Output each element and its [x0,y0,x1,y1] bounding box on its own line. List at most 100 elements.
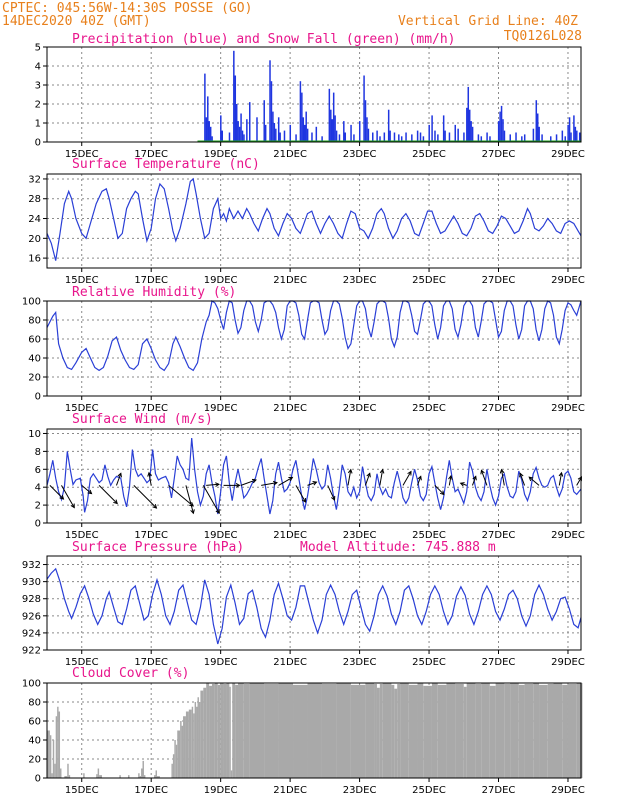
y-tick-label: 926 [22,611,41,622]
precip-bar [275,128,277,142]
cloud-bar [196,706,198,778]
cloud-bar [581,683,583,778]
cloud-bar [54,763,56,778]
x-tick-label: 27DEC [482,275,516,286]
x-tick-label: 15DEC [65,657,99,668]
cloud-bar [51,773,53,778]
wind-arrow-shaft [471,476,477,486]
cloud-bar [226,683,230,778]
x-tick-label: 25DEC [412,149,446,160]
x-tick-label: 19DEC [204,275,238,286]
cloud-bar [191,706,194,778]
y-tick-label: 100 [22,679,41,690]
precip-bar [295,134,297,142]
precip-bar [289,124,292,142]
panel-title: Surface Wind (m/s) [72,412,213,427]
precip-bar [211,136,213,142]
wind-arrow-shaft [364,473,371,486]
cloud-bar [539,684,548,778]
precip-bar [221,130,224,142]
wind-arrow-head [235,483,241,488]
precip-bar [466,107,468,142]
precip-bar [442,115,445,142]
precip-bar [330,109,332,142]
precip-bar [532,128,535,142]
precip-bar [576,130,578,142]
precip-bar [376,130,378,142]
cloud-bar [518,684,525,778]
precip-bar [367,128,370,142]
precip-bar [321,136,323,142]
precip-bar [343,121,345,142]
x-tick-label: 29DEC [551,657,585,668]
precip-bar [480,136,483,142]
wind-arrow-shaft [519,473,526,486]
x-tick-label: 25DEC [412,785,446,796]
cloud-bar [99,775,102,778]
precip-bar [311,132,313,142]
precip-bar [536,113,539,142]
wind-arrow-head [459,482,465,487]
precip-bar [523,134,526,142]
panel-5: 0 20 40 60 80 100 15DEC 17DEC 19DEC 21DEC 23DEC 25D… [22,666,585,796]
cloud-bar [249,683,265,778]
panel-1: 16 20 24 28 32 15DEC 17DEC 19DEC 21DEC 23DEC 25DEC… [28,157,585,286]
series-line [46,177,582,261]
precip-bar [209,126,212,142]
precip-bar [263,100,265,142]
cloud-bar [547,683,554,778]
x-tick-label: 27DEC [482,657,516,668]
y-tick-label: 80 [28,698,41,709]
y-tick-label: 8 [35,447,41,458]
precip-bar [270,81,273,142]
wind-arrow-head [117,472,122,478]
wind-arrow-shaft [61,485,75,508]
panel-title: Surface Temperature (nC) [72,157,260,172]
precip-bar [332,92,335,142]
y-tick-label: 60 [28,717,41,728]
y-tick-label: 100 [22,297,41,308]
cloud-bar [365,683,375,778]
precip-bar [567,124,569,142]
precip-bar [272,111,274,142]
y-tick-label: 10 [28,429,41,440]
y-tick-label: 1 [35,119,41,130]
wind-arrow-head [152,504,158,509]
precip-bar [509,134,511,142]
y-tick-label: 928 [22,594,41,605]
x-tick-label: 29DEC [551,785,585,796]
wind-arrow-head [301,498,307,503]
y-tick-label: 0 [35,138,41,149]
cloud-bar [96,774,98,778]
y-tick-label: 6 [35,465,41,476]
x-tick-label: 25DEC [412,403,446,414]
cloud-bar [238,683,244,778]
precip-bar [422,136,425,142]
wind-arrow-head [312,481,318,486]
x-tick-label: 17DEC [134,149,168,160]
wind-arrow-head [480,469,485,475]
precip-bar [497,121,500,142]
y-tick-label: 16 [28,254,41,265]
precip-bar [468,109,471,142]
precip-bar [471,126,474,142]
cloud-bar [379,683,383,778]
precip-bar [338,134,341,142]
cloud-bar [232,683,236,778]
precip-bar [305,111,307,142]
y-tick-label: 4 [35,483,41,494]
cloud-bar [495,683,505,778]
panel-title: Precipitation (blue) and Snow Fall (gree… [72,32,456,47]
cloud-bar [55,716,58,778]
precip-bar [350,124,352,142]
header-model: TQ0126L028 [504,29,582,44]
y-tick-label: 3 [35,81,41,92]
cloud-bar [350,684,366,778]
chart-panels: 0 1 2 3 4 5 15DEC 17DEC 19DEC 21DEC 23DEC 25DEC 27DE… [22,32,585,796]
wind-arrow-shaft [261,482,278,486]
y-tick-label: 0 [35,519,41,530]
precip-bar [550,136,552,142]
cloud-bar [463,686,467,778]
x-tick-label: 23DEC [343,657,377,668]
wind-arrow-head [407,470,412,476]
